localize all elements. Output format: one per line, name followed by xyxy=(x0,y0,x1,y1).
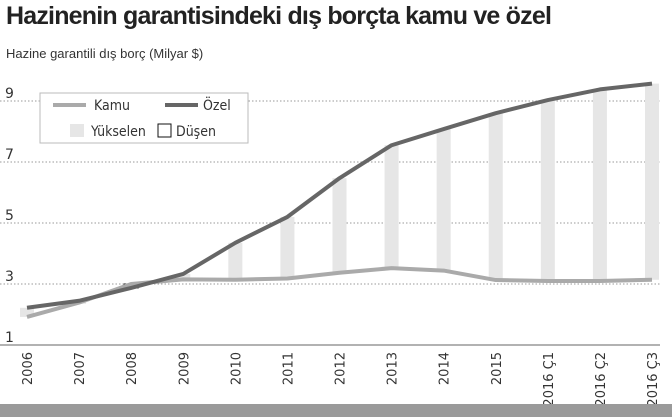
rising-bar xyxy=(436,129,451,271)
y-tick-label: 3 xyxy=(5,269,14,285)
legend-yukselen-label: Yükselen xyxy=(90,124,146,140)
legend-dusen-label: Düşen xyxy=(176,124,216,140)
rising-bar xyxy=(645,83,659,280)
x-tick-label: 2010 xyxy=(229,352,244,385)
rising-bar xyxy=(20,307,34,317)
series-line-kamu xyxy=(26,266,653,319)
legend-kamu-label: Kamu xyxy=(94,98,130,114)
bottom-bar xyxy=(0,404,672,417)
x-tick-label: 2006 xyxy=(21,352,36,385)
x-tick-label: 2008 xyxy=(125,352,140,385)
rising-bar xyxy=(176,273,191,280)
x-tick-label: 2016 Ç3 xyxy=(646,352,661,407)
legend-yukselen-swatch xyxy=(70,124,84,137)
chart-subtitle: Hazine garantili dış borç (Milyar $) xyxy=(6,46,204,61)
rising-bar xyxy=(228,242,243,280)
rising-bar xyxy=(280,216,295,279)
rising-bar xyxy=(332,178,347,273)
x-tick-label: 2013 xyxy=(386,352,401,385)
rising-bar xyxy=(540,100,555,281)
y-tick-label: 7 xyxy=(5,147,14,163)
rising-bar xyxy=(384,145,399,269)
y-tick-label: 5 xyxy=(5,208,14,224)
legend-ozel-label: Özel xyxy=(203,96,231,114)
x-tick-label: 2012 xyxy=(334,352,349,385)
x-tick-label: 2009 xyxy=(177,352,192,385)
x-tick-label: 2016 Ç2 xyxy=(594,352,609,407)
y-tick-label: 1 xyxy=(5,330,14,346)
series-line-özel xyxy=(26,81,653,310)
chart-title: Hazinenin garantisindeki dış borçta kamu… xyxy=(6,2,552,30)
x-tick-label: 2016 Ç1 xyxy=(542,352,557,407)
x-tick-label: 2015 xyxy=(490,352,505,385)
rising-bar xyxy=(592,89,607,281)
rising-bar xyxy=(488,113,503,281)
y-tick-label: 9 xyxy=(5,86,14,102)
legend-dusen-swatch xyxy=(157,123,172,138)
legend: Kamu Özel Yükselen Düşen xyxy=(39,92,249,144)
x-tick-label: 2007 xyxy=(73,352,88,385)
x-tick-label: 2014 xyxy=(438,352,453,385)
x-tick-label: 2011 xyxy=(281,352,296,385)
